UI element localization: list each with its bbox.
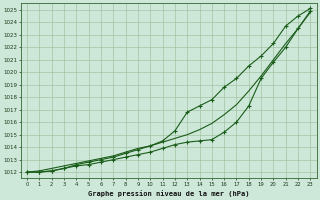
- X-axis label: Graphe pression niveau de la mer (hPa): Graphe pression niveau de la mer (hPa): [88, 190, 250, 197]
